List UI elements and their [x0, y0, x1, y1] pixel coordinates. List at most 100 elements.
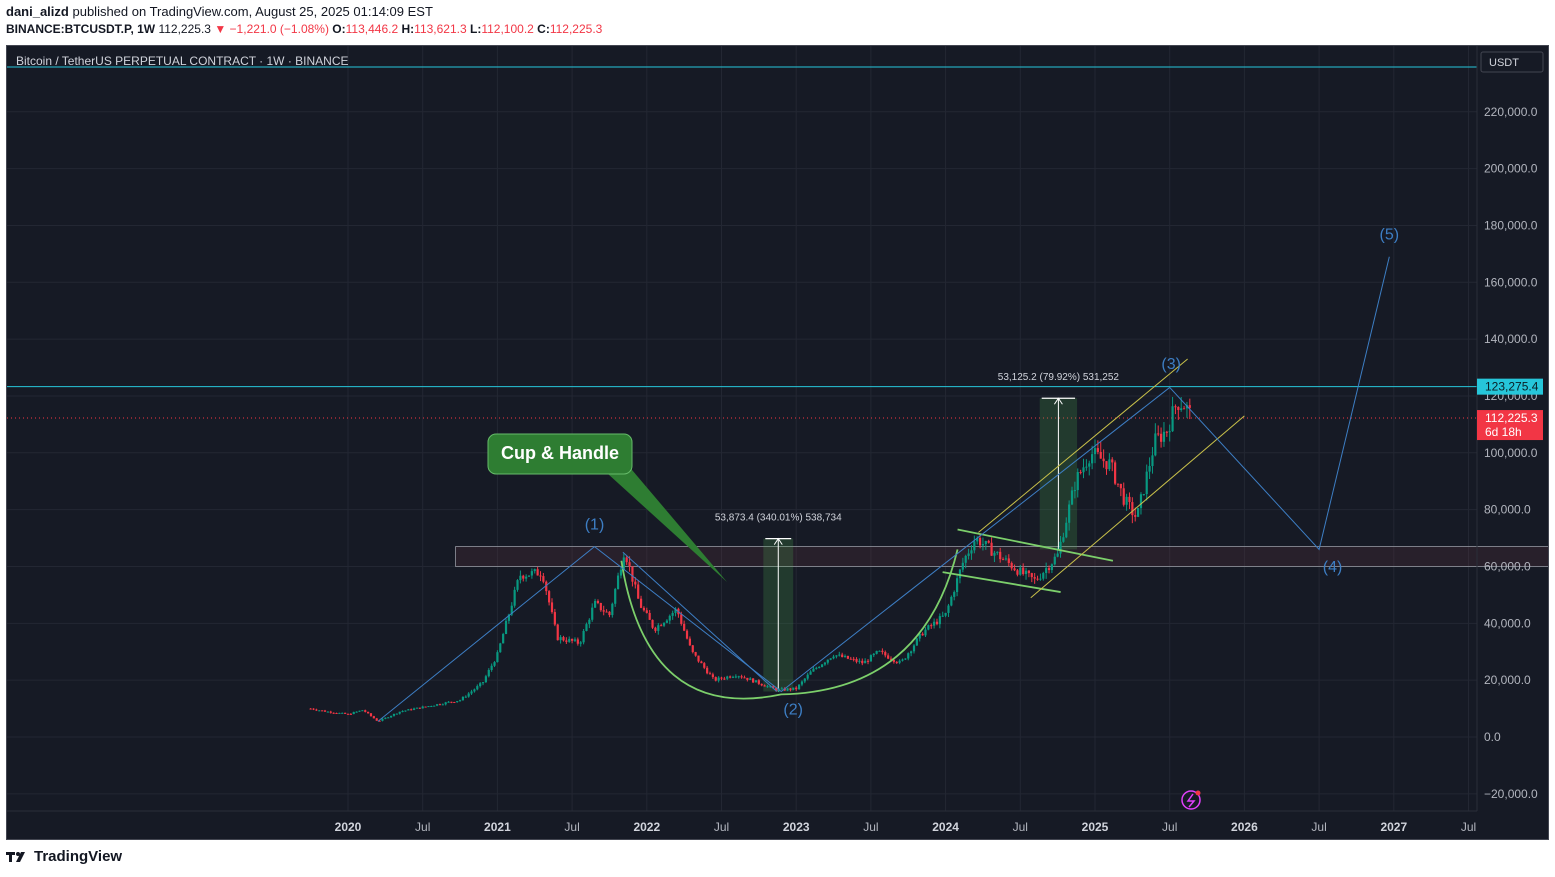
candle-body: [616, 575, 620, 590]
candle-body: [536, 569, 539, 576]
candle-body: [352, 712, 355, 715]
candle-body: [487, 669, 490, 677]
candle-body: [634, 581, 637, 585]
candle-body: [338, 712, 341, 714]
wave-label: (1): [585, 517, 605, 534]
y-axis: 220,000.0 200,000.0 180,000.0 160,000.0 140,…: [1476, 46, 1544, 811]
candle-body: [815, 667, 818, 669]
candle-body: [596, 600, 600, 603]
candle-body: [685, 630, 689, 639]
symbol-label: BINANCE:BTCUSDT.P, 1W: [6, 22, 156, 36]
candle-body: [864, 660, 867, 664]
candle-body: [550, 602, 554, 613]
y-tick-label: 160,000.0: [1484, 275, 1538, 289]
cup-curve: [620, 549, 959, 700]
candle-body: [318, 710, 321, 712]
candle-body: [444, 702, 447, 705]
open-label: O:: [332, 22, 346, 36]
candle-body: [1001, 559, 1005, 561]
candle-body: [582, 630, 585, 643]
y-tick-label: 100,000.0: [1484, 446, 1538, 460]
candle-body: [1062, 537, 1065, 542]
candle-body: [898, 660, 901, 663]
candle-body: [671, 612, 674, 616]
candle-body: [435, 704, 439, 706]
candle-body: [1119, 483, 1122, 489]
candle-body: [999, 551, 1002, 560]
candle-body: [651, 619, 654, 628]
candle-body: [619, 569, 623, 576]
y-tick-label: 20,000.0: [1484, 673, 1531, 687]
candle-body: [740, 676, 743, 678]
candle-body: [1047, 568, 1051, 571]
candle-body: [579, 642, 582, 644]
candle-body: [1180, 408, 1183, 411]
wave-label: (4): [1323, 559, 1343, 576]
candle-body: [993, 552, 996, 556]
candle-body: [829, 658, 832, 660]
candle-body: [321, 710, 324, 712]
x-tick-label: Jul: [863, 820, 878, 834]
candle-body: [1159, 433, 1163, 442]
candle-body: [642, 607, 646, 611]
author-name[interactable]: dani_alizd: [6, 4, 69, 19]
candle-body: [915, 638, 918, 646]
candle-body: [947, 605, 950, 613]
candle-body: [680, 614, 683, 624]
candle-body: [510, 605, 513, 615]
candle-body: [757, 680, 760, 684]
price-chart[interactable]: Bitcoin / TetherUS PERPETUAL CONTRACT · …: [7, 46, 1549, 840]
candle-body: [585, 624, 588, 631]
candle-body: [545, 581, 548, 592]
candle-body: [961, 562, 964, 570]
candle-body: [797, 684, 801, 690]
candle-body: [1076, 472, 1079, 491]
candle-body: [769, 686, 772, 688]
candle-body: [800, 681, 804, 685]
candle-body: [1093, 448, 1097, 455]
candle-body: [835, 655, 838, 657]
wave-label: (3): [1161, 356, 1181, 373]
candle-body: [714, 677, 717, 681]
candle-body: [470, 691, 473, 694]
candle-body: [433, 705, 436, 707]
x-tick-label: 2025: [1082, 820, 1109, 834]
candle-body: [326, 711, 329, 713]
y-tick-label: 0.0: [1484, 730, 1501, 744]
candle-body: [1154, 433, 1157, 456]
candle-body: [774, 688, 778, 691]
candle-body: [1096, 448, 1099, 452]
price-label: 112,225.3: [1485, 411, 1538, 425]
candle-body: [364, 710, 367, 712]
candle-body: [772, 686, 775, 689]
candle-body: [622, 557, 625, 570]
candle-body: [869, 655, 872, 662]
candle-body: [519, 575, 522, 581]
candle-body: [973, 541, 976, 551]
ohlc-header: BINANCE:BTCUSDT.P, 1W 112,225.3 ▼ −1,221…: [6, 22, 602, 36]
chart-pane[interactable]: Bitcoin / TetherUS PERPETUAL CONTRACT · …: [6, 45, 1549, 840]
candle-body: [375, 718, 378, 721]
candle-body: [1042, 572, 1045, 579]
candle-body: [990, 542, 993, 556]
candle-body: [309, 708, 312, 710]
candle-body: [605, 611, 608, 613]
candle-body: [1019, 567, 1022, 575]
candle-body: [976, 537, 979, 542]
candle-body: [812, 668, 815, 672]
candle-body: [516, 580, 519, 590]
candle-body: [458, 700, 462, 702]
candle-body: [387, 717, 390, 719]
candle-body: [843, 655, 847, 658]
candle-body: [588, 619, 591, 625]
close-value: 112,225.3: [549, 22, 603, 36]
candle-body: [1188, 405, 1191, 408]
candle-body: [1171, 406, 1174, 432]
measure-2-label: 53,125.2 (79.92%) 531,252: [998, 372, 1120, 383]
candle-body: [1162, 431, 1166, 442]
candle-body: [737, 676, 740, 678]
candle-body: [978, 537, 982, 546]
candle-body: [441, 704, 444, 706]
candle-body: [795, 687, 798, 690]
candle-body: [401, 711, 404, 713]
